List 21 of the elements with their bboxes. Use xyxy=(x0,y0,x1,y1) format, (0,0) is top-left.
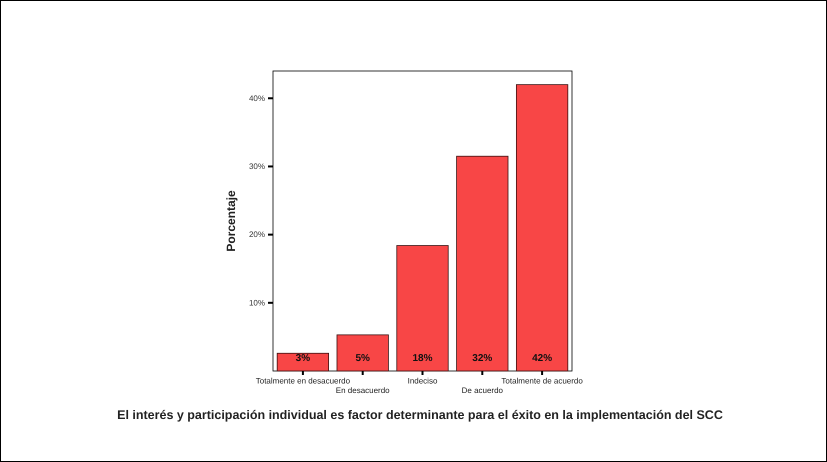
y-tick-label: 30% xyxy=(248,162,265,172)
bar xyxy=(396,245,449,372)
data-label: 18% xyxy=(412,353,433,364)
x-tick-label: Indeciso xyxy=(408,376,438,386)
data-label: 32% xyxy=(472,353,492,364)
bar xyxy=(276,352,330,372)
y-tick-label: 10% xyxy=(248,298,265,308)
data-label: 3% xyxy=(296,353,310,364)
x-tick-label: Totalmente de acuerdo xyxy=(501,376,584,386)
x-tick-label: De acuerdo xyxy=(462,386,504,396)
data-label: 5% xyxy=(355,353,370,364)
y-tick-label: 40% xyxy=(248,94,265,103)
x-tick-label: En desacuerdo xyxy=(336,386,390,396)
bar xyxy=(456,156,508,372)
data-label: 42% xyxy=(532,353,552,364)
x-axis-title: El interés y participación individual es factor determinante para el éxito en la implementación del SCC xyxy=(117,408,723,422)
y-tick-label: 20% xyxy=(248,230,265,240)
bar xyxy=(516,84,568,372)
x-tick-label: Totalmente en desacuerdo xyxy=(256,376,351,386)
bar xyxy=(336,334,389,372)
y-axis-title: Porcentaje xyxy=(224,190,238,252)
